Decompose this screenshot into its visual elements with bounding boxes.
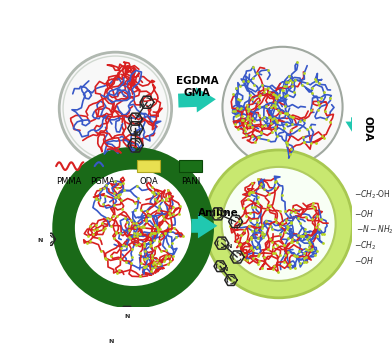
FancyArrowPatch shape <box>191 213 218 238</box>
Text: N: N <box>133 130 138 136</box>
Text: ODA: ODA <box>139 177 158 186</box>
Bar <box>179 160 202 172</box>
Text: $-CH_2$: $-CH_2$ <box>354 239 376 252</box>
Text: N: N <box>109 339 114 344</box>
Text: PANI: PANI <box>181 177 201 186</box>
Circle shape <box>205 150 352 298</box>
Circle shape <box>74 168 192 287</box>
Text: N: N <box>138 104 144 109</box>
Text: N: N <box>124 314 130 319</box>
Text: PMMA: PMMA <box>56 177 81 186</box>
Text: N: N <box>227 244 232 249</box>
Text: $-CH_2$-OH: $-CH_2$-OH <box>354 188 391 201</box>
Circle shape <box>52 147 214 308</box>
Text: PGMA: PGMA <box>90 177 114 186</box>
Circle shape <box>63 56 168 161</box>
Text: N: N <box>223 267 228 272</box>
Text: EGDMA
GMA: EGDMA GMA <box>176 76 218 98</box>
Text: Aniline: Aniline <box>198 208 238 218</box>
Circle shape <box>59 52 172 165</box>
FancyArrowPatch shape <box>345 117 370 141</box>
Text: $-OH$: $-OH$ <box>354 255 374 266</box>
Circle shape <box>222 167 336 281</box>
Circle shape <box>222 47 343 167</box>
Text: N: N <box>38 238 43 243</box>
Text: $-OH$: $-OH$ <box>354 208 374 219</box>
Bar <box>137 160 160 172</box>
Text: N: N <box>224 211 229 216</box>
FancyArrowPatch shape <box>178 87 216 112</box>
Text: ODA: ODA <box>362 117 372 142</box>
Text: $-N-NH_2$: $-N-NH_2$ <box>356 224 392 236</box>
